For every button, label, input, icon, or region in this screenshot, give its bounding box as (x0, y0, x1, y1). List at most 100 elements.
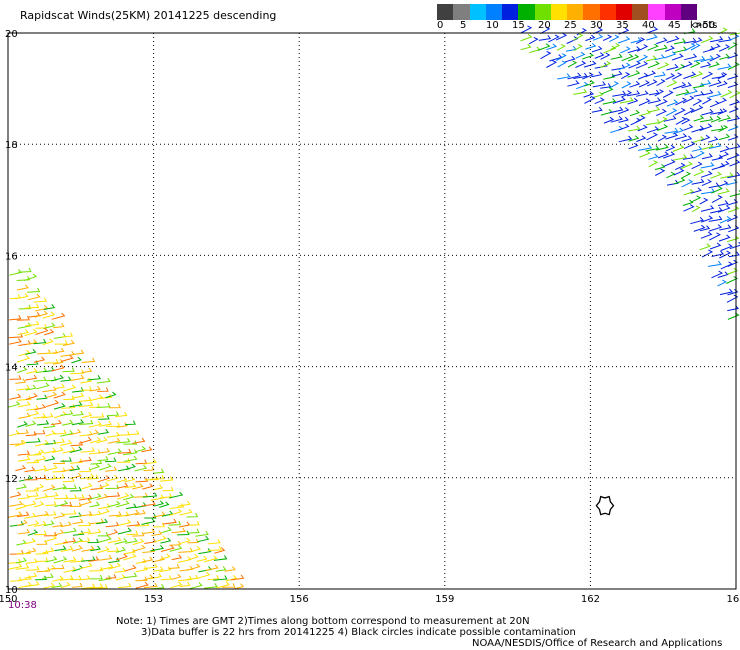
wind-barb (124, 564, 137, 572)
wind-barb (97, 475, 111, 483)
wind-barb (98, 415, 110, 420)
y-tick-label: 16 (5, 251, 18, 262)
wind-barb (177, 500, 191, 507)
wind-barb (16, 511, 30, 518)
wind-barb (81, 367, 93, 374)
wind-barb (699, 123, 713, 131)
wind-barb (575, 60, 587, 68)
wind-barb (9, 500, 23, 507)
wind-barb (25, 558, 38, 564)
wind-barb (711, 250, 725, 257)
wind-barb (727, 171, 740, 179)
wind-barb (88, 420, 102, 428)
wind-barb (25, 374, 38, 381)
wind-barb (54, 539, 69, 546)
wind-barb (36, 420, 50, 426)
wind-barb (142, 483, 154, 490)
wind-barb (15, 564, 30, 570)
wind-barb (727, 52, 739, 59)
wind-barb (727, 288, 739, 296)
wind-barb (656, 37, 668, 45)
wind-barb (585, 34, 596, 42)
wind-barb (63, 395, 75, 400)
wind-barb (27, 287, 41, 293)
wind-barb (152, 484, 164, 491)
wind-barb (717, 200, 729, 207)
wind-barb (52, 347, 65, 354)
wind-barb (672, 127, 684, 135)
wind-barb (675, 89, 690, 96)
wind-barb (33, 465, 48, 472)
wind-barb (86, 474, 99, 480)
wind-barb (663, 159, 676, 167)
wind-barb (78, 401, 94, 408)
wind-barb (42, 573, 54, 579)
wind-barb (664, 45, 675, 52)
wind-barb (673, 154, 688, 161)
wind-barb (97, 456, 109, 462)
wind-barb (214, 547, 226, 554)
wind-barb (692, 82, 705, 89)
wind-barb (105, 457, 117, 463)
wind-barb (123, 572, 138, 579)
wind-barb (81, 583, 96, 590)
wind-barb (673, 38, 686, 45)
wind-barb (637, 124, 648, 132)
wind-barb (45, 391, 58, 399)
wind-barb (51, 582, 63, 588)
wind-barb (171, 554, 183, 561)
wind-barb (709, 100, 720, 108)
wind-barb (702, 97, 712, 105)
wind-barb (709, 242, 722, 250)
wind-barb (603, 45, 617, 54)
wind-barb (25, 348, 37, 355)
wind-barb (169, 503, 185, 509)
wind-barb (53, 512, 66, 519)
wind-barb (665, 144, 676, 152)
wind-barb (666, 171, 676, 179)
colorbar-label: 25 (564, 20, 577, 31)
colorbar-label: 15 (512, 20, 525, 31)
wind-barb (34, 429, 46, 435)
wind-barb (79, 467, 92, 473)
wind-barb (107, 448, 122, 455)
wind-barb (16, 483, 27, 490)
wind-barb (719, 250, 732, 259)
wind-barb (666, 99, 679, 107)
wind-barb (621, 81, 632, 89)
wind-barb (648, 160, 659, 168)
wind-barb (27, 529, 39, 536)
wind-barb (699, 197, 709, 205)
wind-barb (71, 419, 85, 426)
wind-barb (71, 545, 83, 552)
wind-barb (24, 572, 38, 579)
wind-barb (51, 564, 65, 570)
wind-barb (627, 54, 640, 62)
wind-barb (62, 367, 75, 373)
wind-barb (673, 168, 685, 176)
wind-barb (27, 520, 40, 527)
wind-barb (150, 544, 165, 552)
wind-barb (708, 215, 723, 222)
wind-barb (9, 491, 22, 498)
wind-barb (647, 60, 660, 69)
wind-barb (123, 440, 138, 445)
wind-barb (718, 133, 731, 141)
wind-barb (160, 544, 175, 552)
wind-barb (556, 43, 566, 51)
wind-barb (635, 61, 649, 69)
wind-barb (35, 327, 49, 335)
wind-barb (565, 55, 576, 63)
wind-barb (96, 402, 111, 408)
wind-barb (44, 447, 57, 454)
wind-barb (125, 509, 140, 517)
wind-barb (16, 539, 27, 546)
wind-barb (701, 35, 714, 44)
wind-barb (142, 556, 154, 563)
wind-barb (170, 581, 183, 589)
wind-barb (655, 144, 669, 151)
wind-barb (96, 518, 108, 525)
wind-barb (548, 34, 560, 43)
wind-barb (556, 53, 567, 61)
wind-barb (666, 79, 678, 88)
